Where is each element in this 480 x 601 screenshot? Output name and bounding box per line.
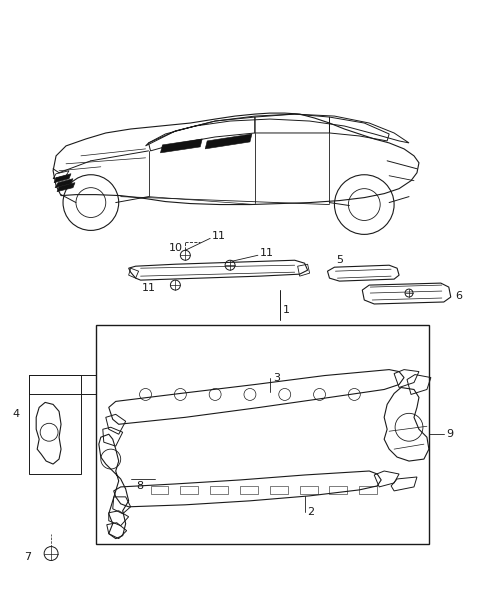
Text: 5: 5 <box>336 255 343 265</box>
Polygon shape <box>160 139 202 153</box>
Text: 2: 2 <box>308 507 315 517</box>
Text: 7: 7 <box>24 552 31 561</box>
Text: 11: 11 <box>212 231 226 242</box>
Text: 3: 3 <box>273 373 280 383</box>
Bar <box>210 486 228 494</box>
Text: 8: 8 <box>136 481 144 491</box>
Polygon shape <box>55 178 73 188</box>
Text: 9: 9 <box>446 429 453 439</box>
Polygon shape <box>205 134 252 149</box>
Polygon shape <box>54 174 71 183</box>
Bar <box>96 325 429 543</box>
Bar <box>29 374 81 474</box>
Bar <box>240 486 258 494</box>
Text: 11: 11 <box>260 248 274 258</box>
Bar <box>300 486 318 494</box>
Bar <box>360 486 377 494</box>
Text: 11: 11 <box>142 283 156 293</box>
Text: 4: 4 <box>12 409 19 419</box>
Text: 1: 1 <box>283 305 290 315</box>
Polygon shape <box>57 183 75 192</box>
Bar <box>270 486 288 494</box>
Bar <box>329 486 348 494</box>
Bar <box>180 486 198 494</box>
Bar <box>151 486 168 494</box>
Text: 6: 6 <box>455 291 462 301</box>
Text: 10: 10 <box>168 243 182 253</box>
